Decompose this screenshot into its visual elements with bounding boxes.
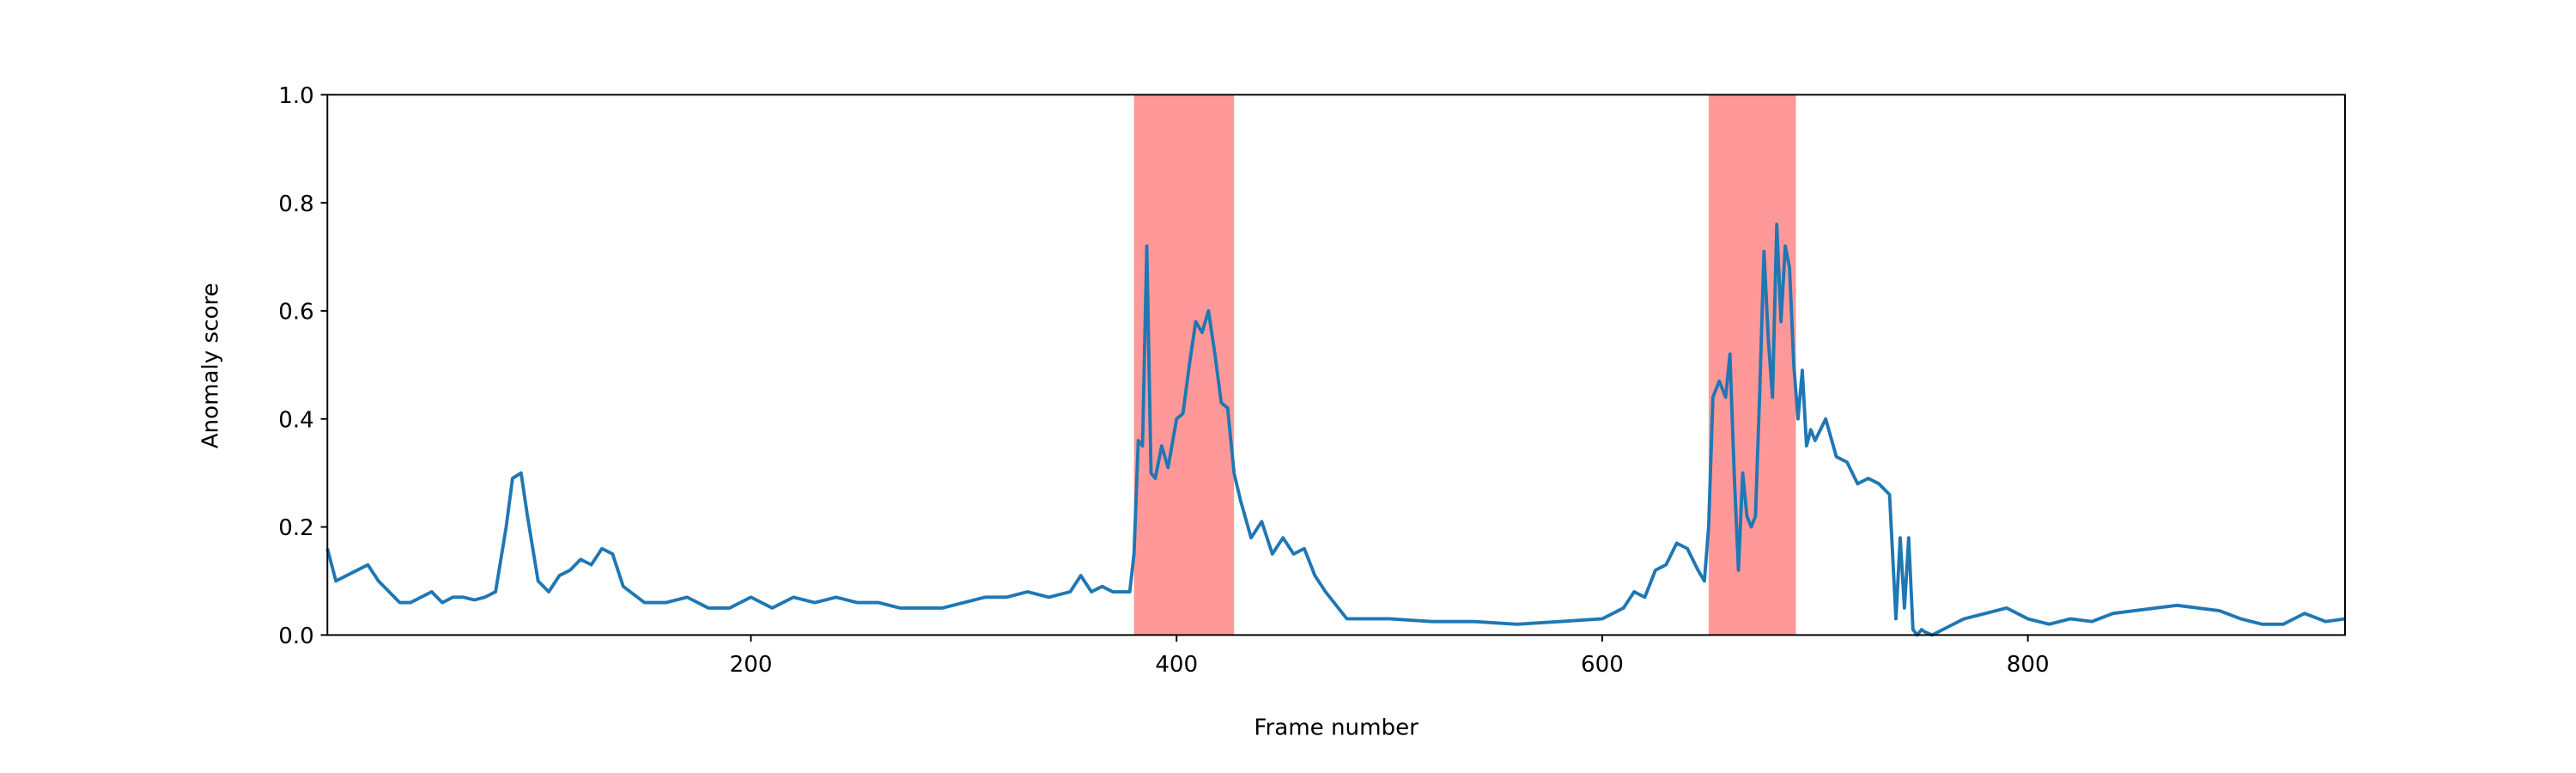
x-tick-label: 800 bbox=[2007, 652, 2050, 678]
y-tick-label: 0.6 bbox=[278, 300, 314, 326]
y-tick-label: 1.0 bbox=[278, 83, 314, 109]
anomaly-region bbox=[1708, 94, 1796, 636]
y-tick-label: 0.0 bbox=[278, 624, 314, 649]
plot-frame bbox=[326, 94, 2346, 636]
x-tick-label: 200 bbox=[730, 652, 773, 678]
x-tick-label: 400 bbox=[1155, 652, 1198, 678]
y-tick-label: 0.2 bbox=[278, 515, 314, 541]
x-axis-label: Frame number bbox=[1254, 715, 1419, 740]
y-axis-label: Anomaly score bbox=[198, 283, 224, 448]
y-tick-label: 0.8 bbox=[278, 192, 314, 217]
x-tick-label: 600 bbox=[1581, 652, 1624, 678]
y-tick-label: 0.4 bbox=[278, 407, 314, 433]
score-line bbox=[325, 222, 2346, 637]
